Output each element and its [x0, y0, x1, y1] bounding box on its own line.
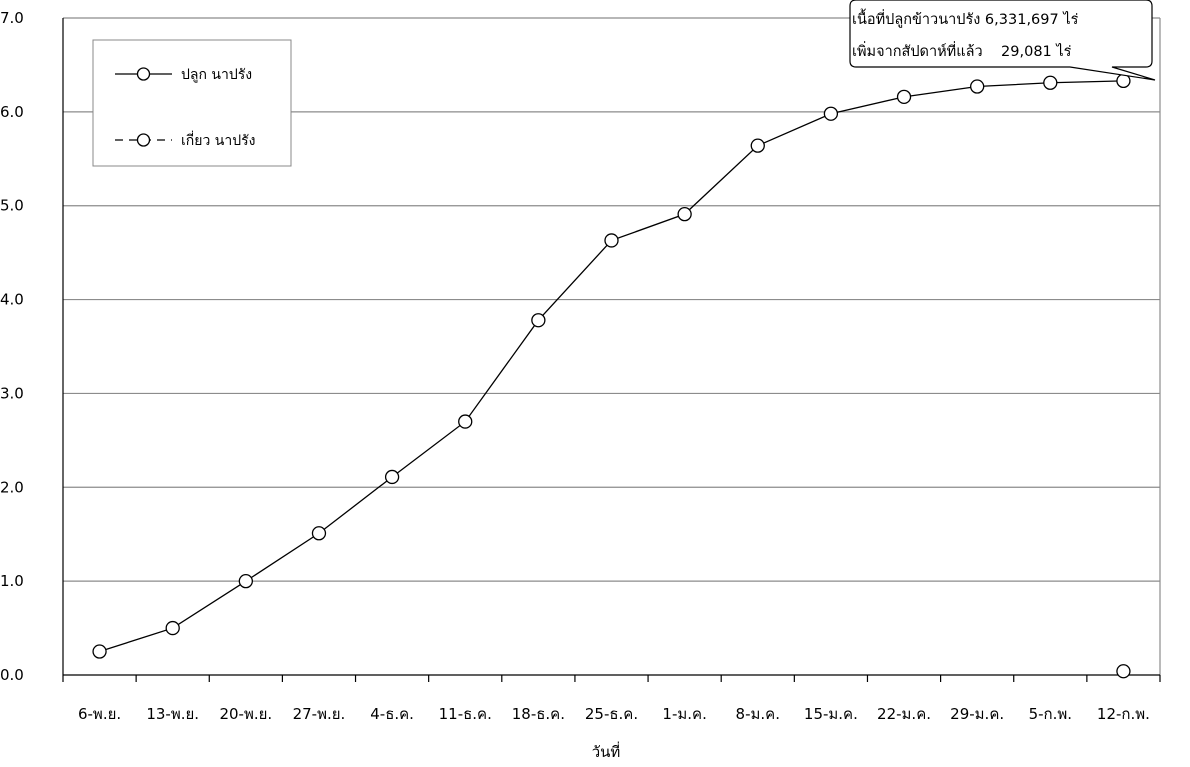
x-tick-label: 25-ธ.ค.	[585, 705, 638, 723]
callout-bubble	[849, 0, 1156, 81]
x-tick-label: 12-ก.พ.	[1097, 705, 1150, 723]
data-point	[92, 644, 107, 659]
data-point	[384, 469, 400, 485]
legend-item-harvested: เกี่ยว นาปรัง	[115, 131, 255, 149]
legend-marker-circle	[136, 67, 151, 81]
y-tick-labels: 0.0 1.0 2.0 3.0 4.0 5.0 6.0 7.0	[0, 9, 24, 684]
data-point	[311, 526, 327, 541]
x-axis-title: วันที่	[592, 741, 621, 761]
legend-label-planted: ปลูก นาปรัง	[181, 67, 252, 83]
x-tick-label: 8-ม.ค.	[736, 705, 780, 723]
data-point	[1116, 664, 1131, 679]
data-point	[750, 138, 765, 153]
x-tick-label: 27-พ.ย.	[293, 705, 346, 723]
data-point	[458, 414, 473, 429]
y-tick-label: 7.0	[0, 9, 24, 27]
legend: ปลูก นาปรัง เกี่ยว นาปรัง	[92, 39, 292, 167]
y-tick-label: 6.0	[0, 103, 24, 121]
legend-marker-circle	[136, 133, 151, 147]
x-tick-label: 22-ม.ค.	[877, 705, 931, 723]
series	[92, 73, 1131, 679]
axes	[62, 18, 1161, 682]
legend-item-planted: ปลูก นาปรัง	[115, 67, 252, 83]
x-tick-label: 18-ธ.ค.	[512, 705, 565, 723]
data-point	[238, 573, 253, 589]
callout-line-2: เพิ่มจากสัปดาห์ที่แล้ว 29,081 ไร่	[852, 41, 1072, 60]
y-tick-label: 4.0	[0, 291, 24, 309]
x-tick-label: 20-พ.ย.	[219, 705, 272, 723]
data-point	[1043, 75, 1058, 90]
x-tick-label: 29-ม.ค.	[950, 705, 1004, 723]
legend-label-harvested: เกี่ยว นาปรัง	[181, 131, 255, 149]
data-point	[823, 106, 839, 121]
y-tick-label: 5.0	[0, 197, 24, 215]
data-point	[531, 313, 546, 328]
callout-line-1: เนื้อที่ปลูกข้าวนาปรัง 6,331,697 ไร่	[852, 8, 1079, 28]
data-point	[165, 620, 180, 636]
x-tick-label: 1-ม.ค.	[662, 705, 706, 723]
y-tick-label: 1.0	[0, 572, 24, 590]
x-tick-label: 15-ม.ค.	[804, 705, 858, 723]
y-tick-label: 2.0	[0, 478, 24, 496]
x-tick-label: 6-พ.ย.	[78, 705, 121, 723]
data-point	[896, 89, 912, 104]
y-tick-label: 3.0	[0, 384, 24, 402]
x-tick-label: 4-ธ.ค.	[370, 705, 414, 723]
x-tick-label: 5-ก.พ.	[1029, 705, 1072, 723]
x-tick-label: 11-ธ.ค.	[439, 705, 492, 723]
data-point	[677, 207, 692, 222]
annotation-callout: เนื้อที่ปลูกข้าวนาปรัง 6,331,697 ไร่ เพิ…	[849, 0, 1156, 81]
y-tick-label: 0.0	[0, 666, 24, 684]
data-point	[970, 79, 985, 94]
x-tick-labels: 6-พ.ย. 13-พ.ย. 20-พ.ย. 27-พ.ย. 4-ธ.ค. 11-ธ.ค.…	[78, 705, 1150, 723]
data-point	[604, 233, 619, 248]
x-tick-label: 13-พ.ย.	[146, 705, 199, 723]
legend-box	[92, 39, 292, 167]
